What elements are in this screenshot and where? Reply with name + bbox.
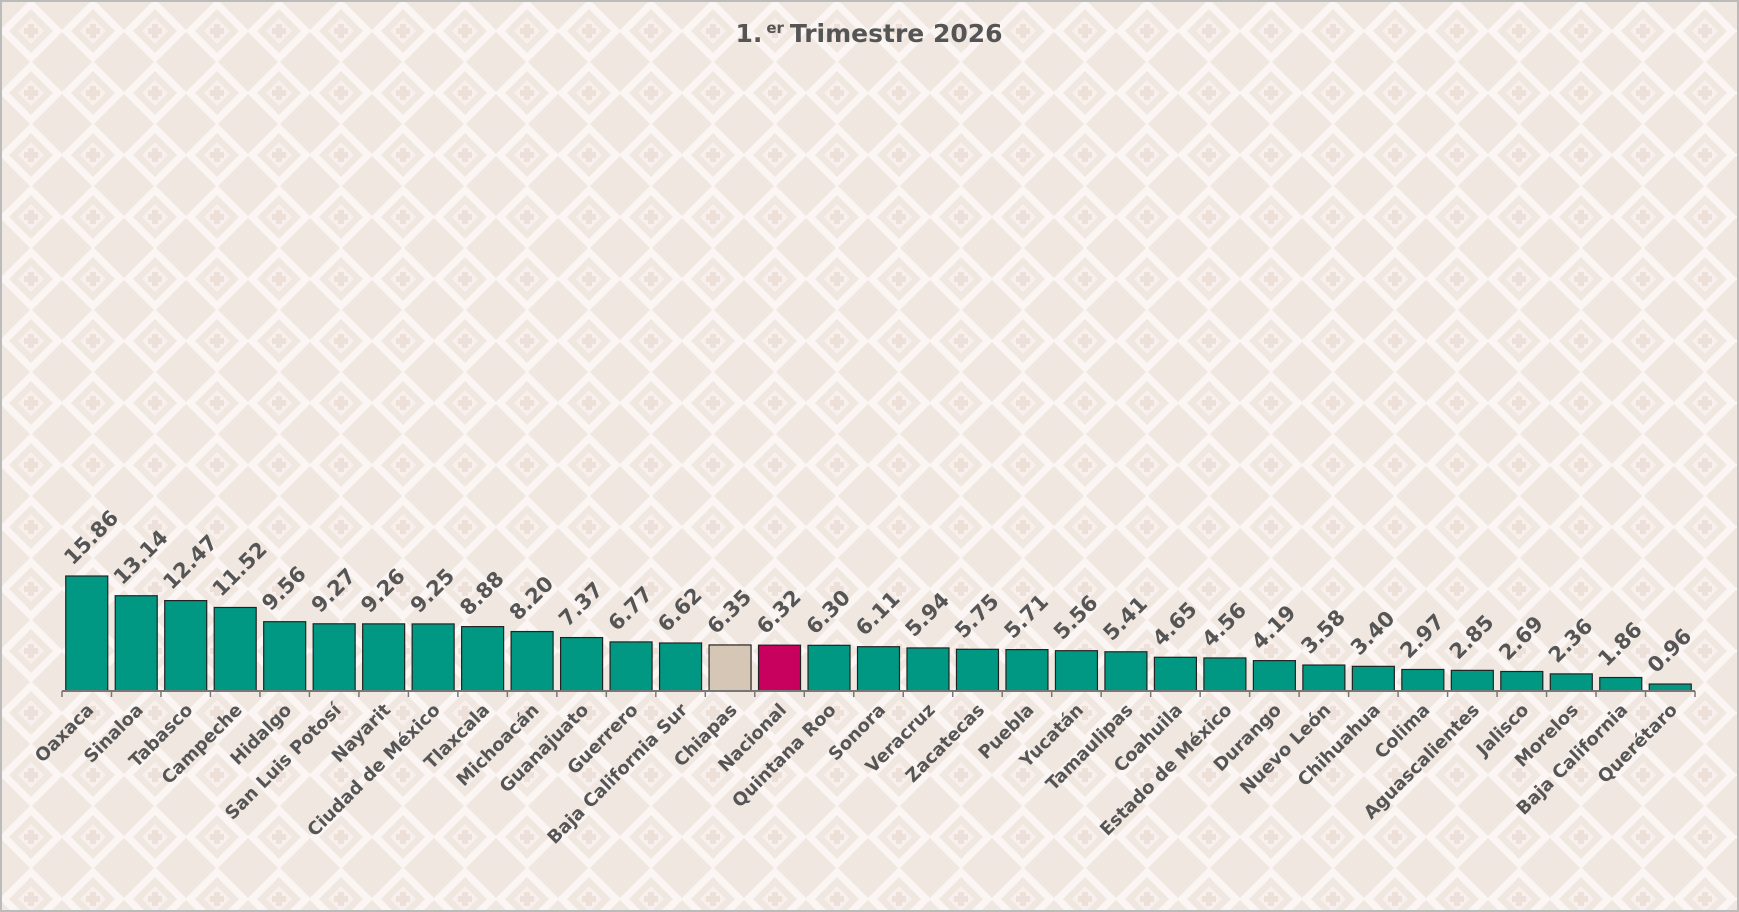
bar	[906, 647, 950, 692]
bar	[856, 646, 901, 692]
bar	[658, 642, 703, 692]
chart-title: 1. er Trimestre 2026	[735, 19, 1002, 48]
bar	[1351, 665, 1395, 692]
bar	[1302, 664, 1346, 692]
bar	[1450, 669, 1494, 692]
bar	[1599, 676, 1643, 692]
bar	[1252, 660, 1296, 692]
bar	[1005, 649, 1049, 692]
bar	[1648, 683, 1692, 692]
bar	[559, 636, 604, 692]
bar	[510, 630, 554, 692]
bar	[1054, 650, 1099, 692]
bar	[312, 623, 356, 692]
bar	[362, 623, 406, 692]
bar	[164, 599, 208, 692]
bar	[411, 623, 455, 692]
bar	[807, 644, 851, 692]
bar	[708, 644, 752, 692]
bar	[1549, 673, 1593, 692]
bar	[955, 648, 1000, 692]
bar	[1203, 657, 1247, 692]
bar	[65, 575, 109, 692]
bar	[1104, 651, 1148, 692]
bar	[1500, 670, 1544, 692]
bar	[461, 626, 505, 692]
bar	[1401, 668, 1445, 692]
bar	[114, 595, 158, 692]
bar	[263, 621, 307, 692]
bar	[213, 606, 257, 692]
bar	[609, 641, 653, 692]
bar	[1153, 656, 1198, 692]
bar	[757, 644, 802, 692]
